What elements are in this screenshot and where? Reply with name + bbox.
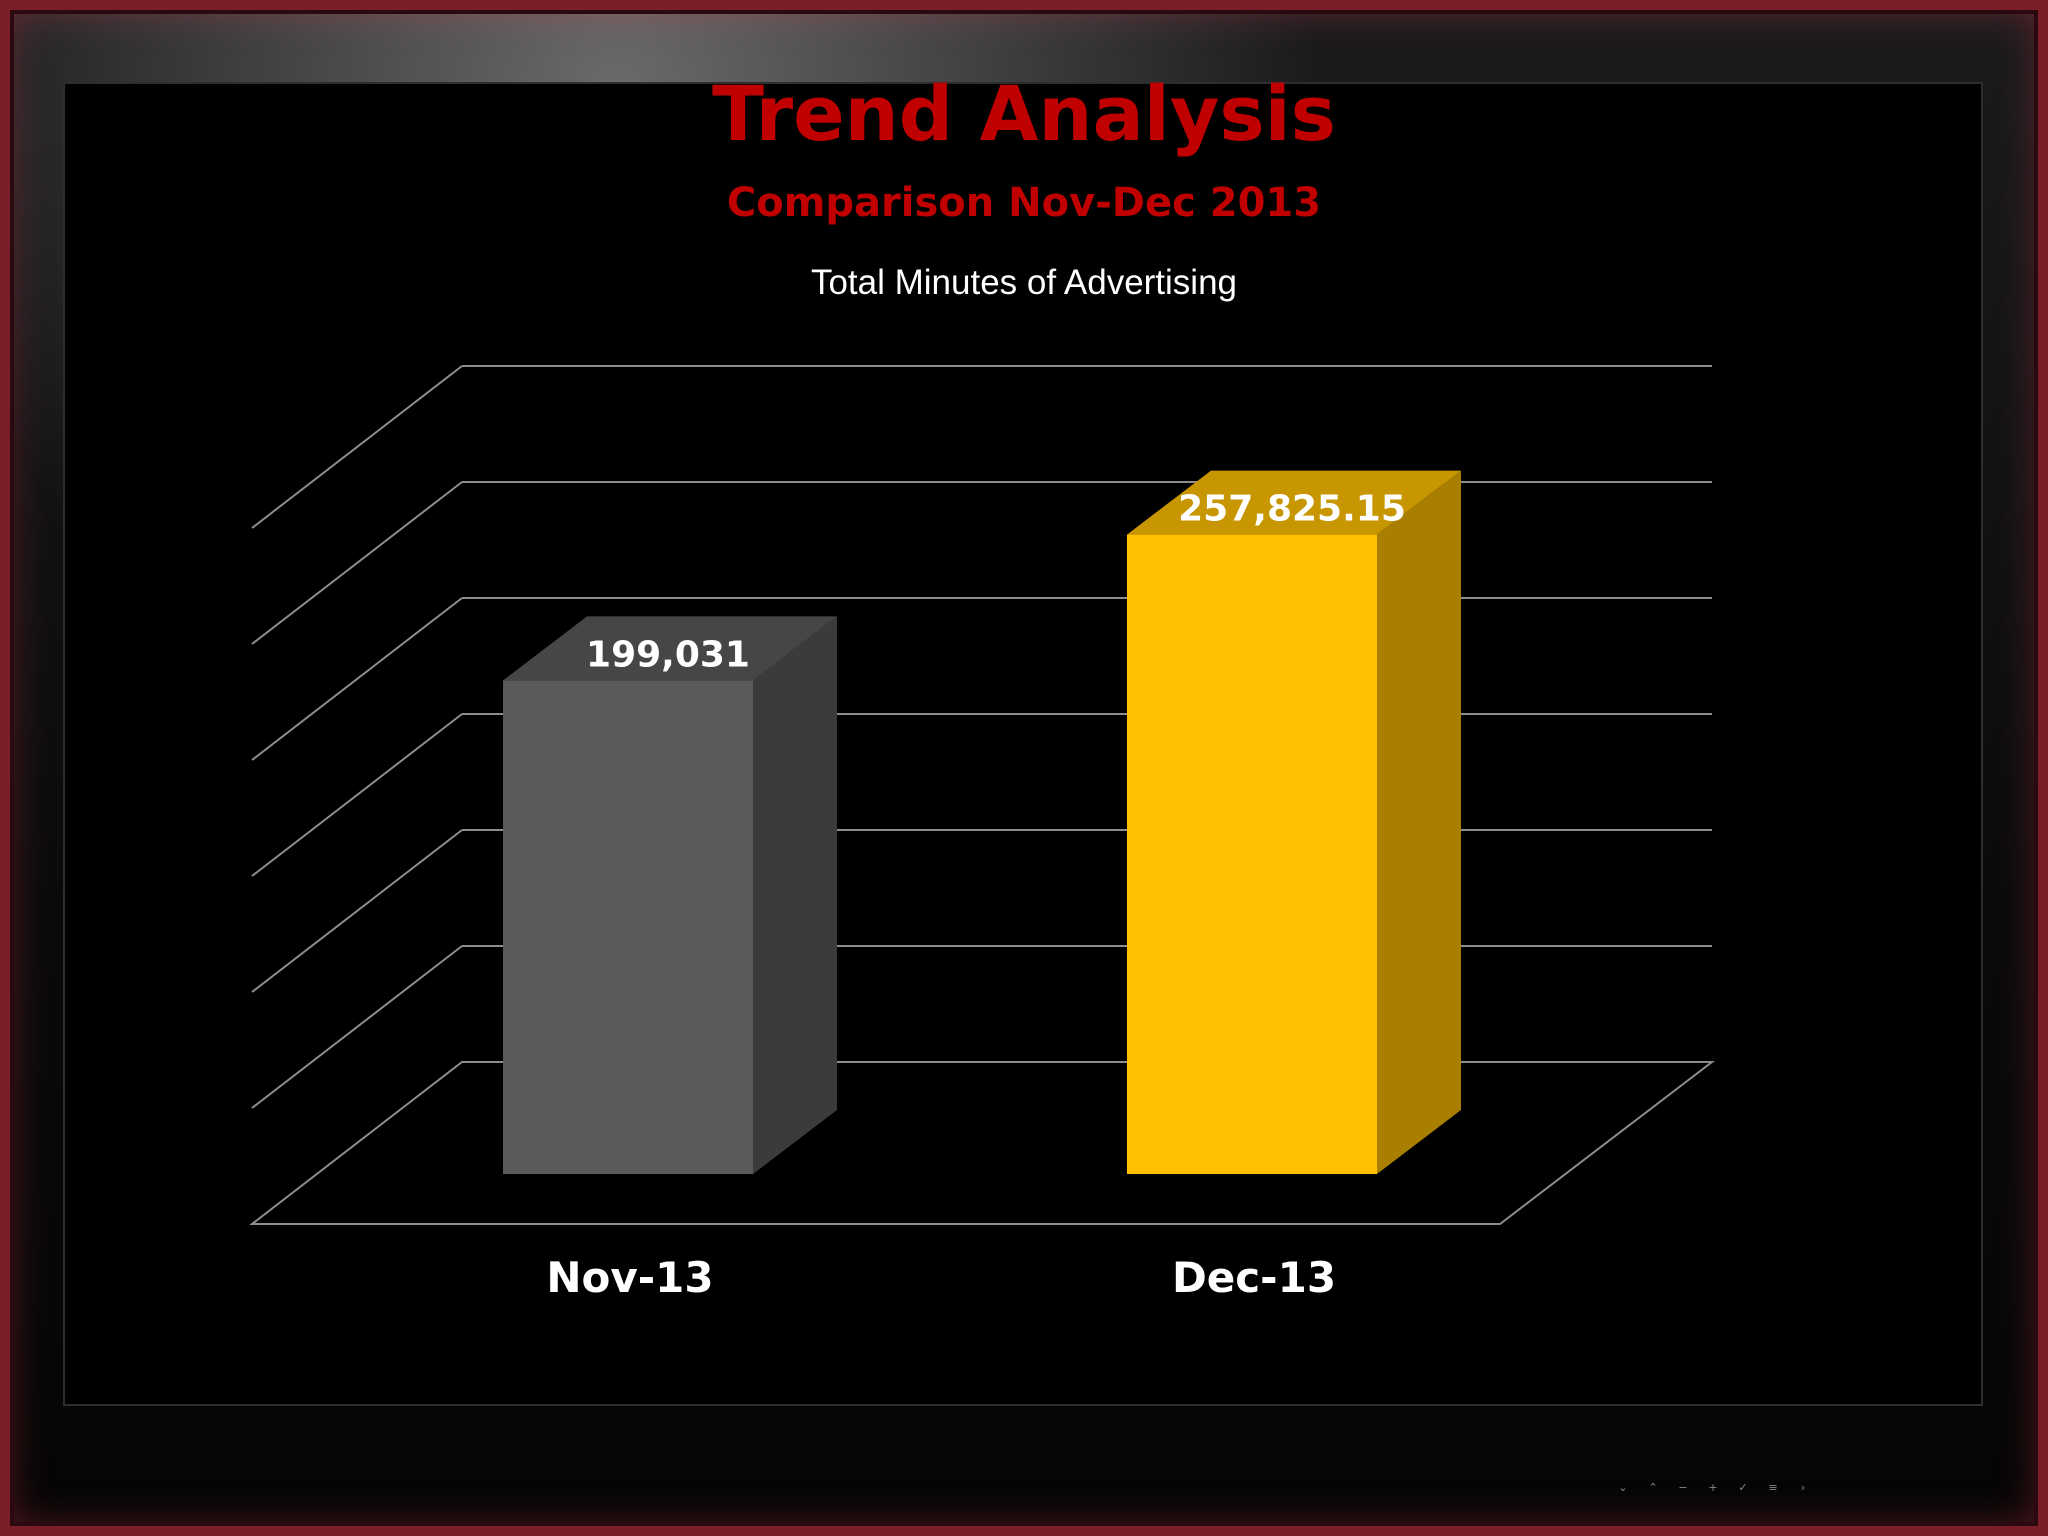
bar-top: [503, 616, 837, 681]
gridline-side: [251, 713, 463, 877]
chart-floor: [249, 1061, 1715, 1225]
bar-side: [753, 616, 837, 1174]
gridline-side: [251, 597, 463, 761]
labels: 199,031 Nov-13 257,825.15 Dec-13: [546, 489, 1406, 1302]
data-label: 257,825.15: [1178, 489, 1406, 530]
bar-side: [1377, 470, 1461, 1174]
bar-top: [1127, 470, 1461, 535]
page-subtitle: Comparison Nov-Dec 2013: [727, 180, 1321, 226]
tv-control-glyph: ⌄: [1618, 1480, 1628, 1494]
chart-title: Total Minutes of Advertising: [811, 263, 1237, 302]
gridline-side: [251, 481, 463, 645]
bar-front: [1127, 534, 1377, 1174]
tv-control-glyph: ⌃: [1648, 1480, 1658, 1494]
gridline-side: [251, 829, 463, 993]
tv-control-glyph: ›: [1800, 1480, 1806, 1494]
screen: [63, 82, 1983, 1406]
category-label: Dec-13: [1172, 1253, 1336, 1302]
tv-control-glyph: −: [1678, 1480, 1688, 1494]
gridlines: [249, 365, 1715, 1225]
tv-control-glyph: +: [1708, 1480, 1718, 1494]
bars: [503, 470, 1461, 1174]
data-label: 199,031: [586, 634, 750, 675]
category-label: Nov-13: [546, 1253, 713, 1302]
tv-control-glyph: ≡: [1768, 1480, 1778, 1494]
page-title: Trend Analysis: [712, 69, 1336, 158]
gridline-side: [251, 945, 463, 1109]
gridline-side: [251, 365, 463, 529]
bar-front: [503, 680, 753, 1174]
tv-control-glyph: ✓: [1738, 1480, 1748, 1494]
tv-control-buttons: ⌄ ⌃ − + ✓ ≡ ›: [1612, 1472, 1848, 1502]
